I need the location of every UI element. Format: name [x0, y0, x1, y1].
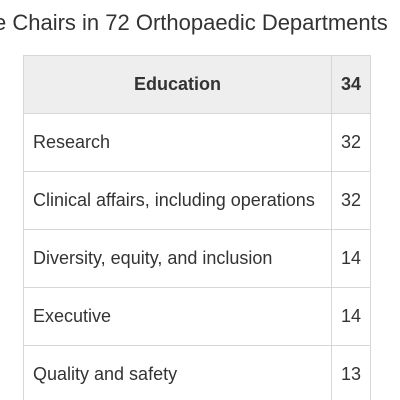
table-row: Diversity, equity, and inclusion 14: [23, 229, 372, 288]
row-value: 14: [330, 229, 372, 288]
header-value: 34: [330, 55, 372, 114]
row-value: 32: [330, 171, 372, 230]
row-value: 13: [330, 345, 372, 400]
header-label: Education: [23, 55, 332, 114]
row-label: Quality and safety: [23, 345, 332, 400]
table-row: Quality and safety 13: [23, 345, 372, 400]
data-table: Education 34 Research 32 Clinical affair…: [23, 55, 372, 400]
row-value: 32: [330, 113, 372, 172]
table-title: e Chairs in 72 Orthopaedic Departments: [0, 10, 388, 35]
table-row: Clinical affairs, including operations 3…: [23, 171, 372, 230]
table-row: Research 32: [23, 113, 372, 172]
table-row: Executive 14: [23, 287, 372, 346]
row-value: 14: [330, 287, 372, 346]
row-label: Diversity, equity, and inclusion: [23, 229, 332, 288]
table-header-row: Education 34: [23, 55, 372, 114]
row-label: Executive: [23, 287, 332, 346]
row-label: Clinical affairs, including operations: [23, 171, 332, 230]
row-label: Research: [23, 113, 332, 172]
